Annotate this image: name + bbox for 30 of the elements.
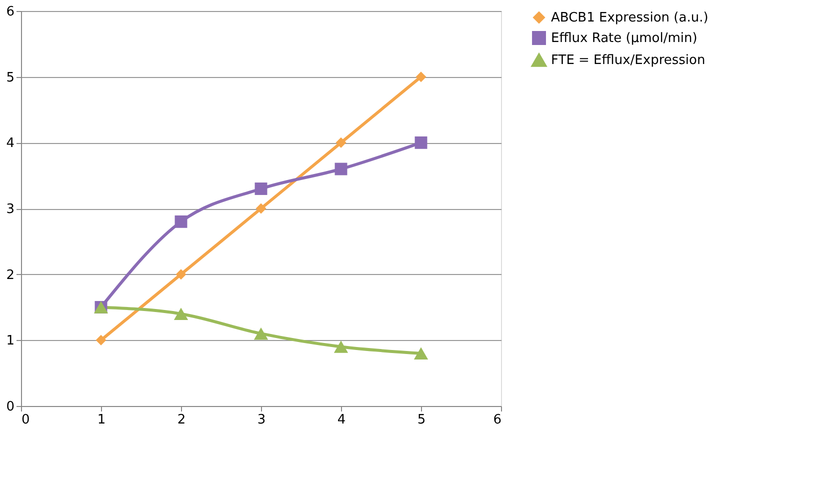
point [336, 137, 346, 148]
point [254, 182, 268, 195]
legend-label: FTE = Efflux/Expression [551, 53, 706, 68]
point [96, 334, 106, 346]
y-tick-label: 0 [6, 400, 14, 414]
y-tick-label: 2 [6, 268, 14, 283]
point [174, 308, 188, 320]
x-tick-label: 6 [493, 412, 502, 428]
point [334, 340, 348, 353]
x-tick-label: 1 [97, 412, 106, 428]
point [334, 162, 348, 176]
x-tick-label: 5 [417, 412, 426, 428]
point [414, 136, 428, 149]
x-tick-label: 0 [22, 412, 30, 428]
point [416, 72, 426, 82]
x-tick-label: 3 [257, 412, 266, 428]
y-tick-label: 4 [6, 136, 14, 152]
y-tick-label: 3 [6, 202, 14, 217]
point [254, 327, 268, 340]
legend-label: Efflux Rate (µmol/min) [551, 31, 698, 46]
y-tick-label: 5 [6, 70, 14, 86]
x-tick-label: 4 [337, 412, 346, 428]
point [176, 269, 186, 280]
y-tick-label: 6 [6, 4, 14, 20]
point [174, 215, 188, 228]
x-tick-label: 2 [177, 412, 186, 428]
y-tick-label: 1 [6, 334, 14, 349]
point [414, 347, 428, 360]
legend-label: ABCB1 Expression (a.u.) [551, 10, 708, 26]
point [256, 203, 266, 214]
